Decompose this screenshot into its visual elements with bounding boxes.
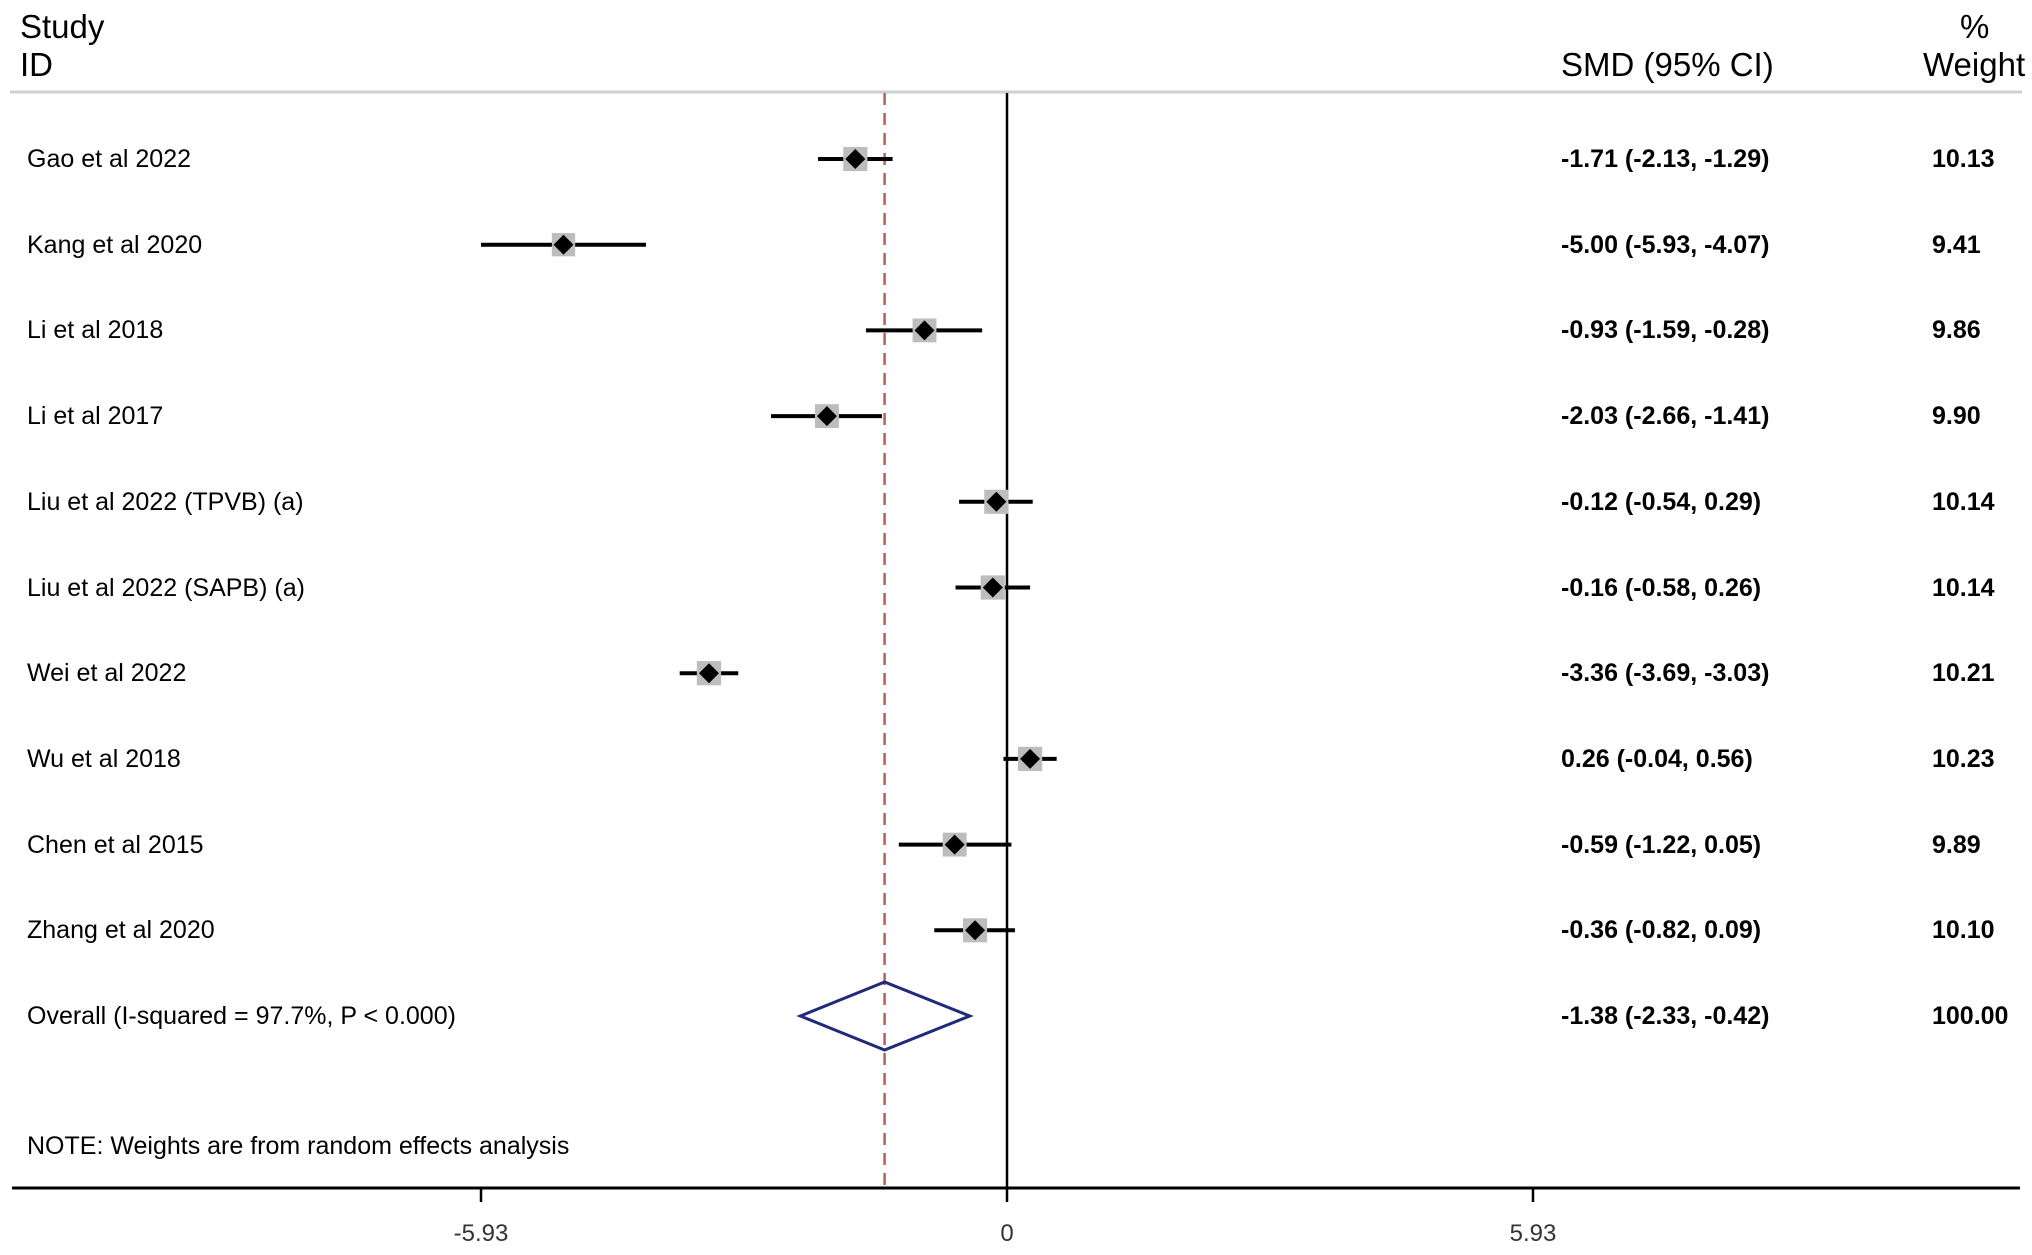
point-estimate-marker — [982, 577, 1003, 598]
study-label: Kang et al 2020 — [27, 230, 203, 259]
header-id: ID — [20, 46, 53, 83]
study-weight: 10.13 — [1932, 145, 1995, 173]
study-label: Wu et al 2018 — [27, 744, 181, 773]
study-smd-ci: -0.36 (-0.82, 0.09) — [1561, 916, 1762, 945]
study-label: Chen et al 2015 — [27, 830, 204, 859]
study-label: Zhang et al 2020 — [27, 916, 215, 945]
study-weight: 10.21 — [1932, 659, 1995, 688]
overall-weight: 100.00 — [1932, 1002, 2009, 1030]
x-tick-label: 5.93 — [1509, 1220, 1557, 1247]
study-weight: 10.14 — [1932, 573, 1995, 602]
point-estimate-marker — [914, 320, 935, 341]
x-tick-label: 0 — [1000, 1220, 1014, 1247]
study-weight: 10.10 — [1932, 916, 1995, 945]
study-weight: 10.23 — [1932, 744, 1995, 773]
study-weight: 10.14 — [1932, 487, 1995, 516]
study-smd-ci: -0.12 (-0.54, 0.29) — [1561, 487, 1762, 516]
study-smd-ci: -3.36 (-3.69, -3.03) — [1561, 659, 1770, 688]
study-smd-ci: -0.16 (-0.58, 0.26) — [1561, 573, 1762, 602]
study-smd-ci: 0.26 (-0.04, 0.56) — [1561, 744, 1753, 773]
point-estimate-marker — [698, 663, 719, 684]
point-estimate-marker — [845, 149, 866, 169]
study-smd-ci: -0.59 (-1.22, 0.05) — [1561, 830, 1762, 859]
header-percent: % — [1960, 8, 1990, 45]
point-estimate-marker — [1020, 748, 1041, 769]
point-estimate-marker — [986, 491, 1007, 512]
study-label: Liu et al 2022 (TPVB) (a) — [27, 487, 304, 516]
study-weight: 9.86 — [1932, 316, 1981, 345]
study-label: Wei et al 2022 — [27, 659, 187, 688]
study-weight: 9.89 — [1932, 830, 1981, 859]
study-smd-ci: -0.93 (-1.59, -0.28) — [1561, 316, 1770, 345]
study-weight: 9.90 — [1932, 402, 1981, 431]
study-smd-ci: -5.00 (-5.93, -4.07) — [1561, 230, 1770, 259]
point-estimate-marker — [553, 234, 574, 255]
study-label: Gao et al 2022 — [27, 145, 192, 173]
header-smd-ci: SMD (95% CI) — [1561, 46, 1774, 83]
header-study: Study — [20, 8, 105, 45]
study-label: Li et al 2017 — [27, 402, 164, 431]
overall-smd-ci: -1.38 (-2.33, -0.42) — [1561, 1002, 1770, 1030]
study-smd-ci: -2.03 (-2.66, -1.41) — [1561, 402, 1770, 431]
overall-label: Overall (I-squared = 97.7%, P < 0.000) — [27, 1002, 456, 1030]
point-estimate-marker — [965, 920, 986, 941]
study-label: Li et al 2018 — [27, 316, 164, 345]
note-text: NOTE: Weights are from random effects an… — [27, 1132, 570, 1160]
point-estimate-marker — [944, 834, 965, 855]
overall-diamond — [796, 980, 974, 1052]
x-tick-label: -5.93 — [453, 1220, 509, 1247]
study-weight: 9.41 — [1932, 230, 1981, 259]
study-label: Liu et al 2022 (SAPB) (a) — [27, 573, 305, 602]
study-smd-ci: -1.71 (-2.13, -1.29) — [1561, 145, 1770, 173]
point-estimate-marker — [816, 406, 837, 427]
header-weight: Weight — [1923, 46, 2026, 83]
